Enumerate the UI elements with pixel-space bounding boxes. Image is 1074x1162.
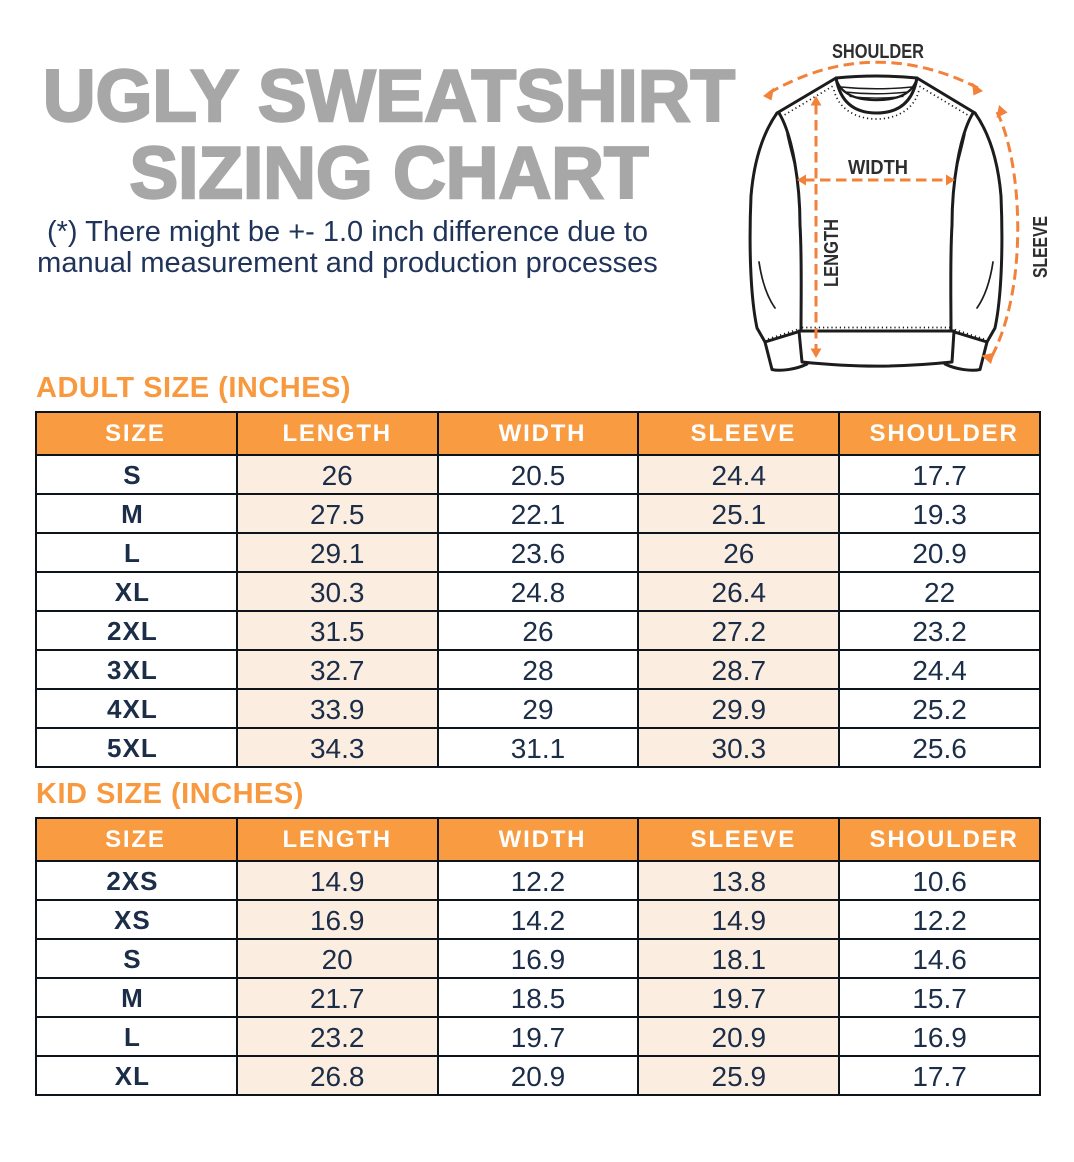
svg-text:SLEEVE: SLEEVE	[1030, 216, 1052, 278]
svg-text:LENGTH: LENGTH	[821, 219, 843, 287]
svg-text:SHOULDER: SHOULDER	[832, 41, 924, 63]
svg-text:WIDTH: WIDTH	[848, 157, 908, 179]
